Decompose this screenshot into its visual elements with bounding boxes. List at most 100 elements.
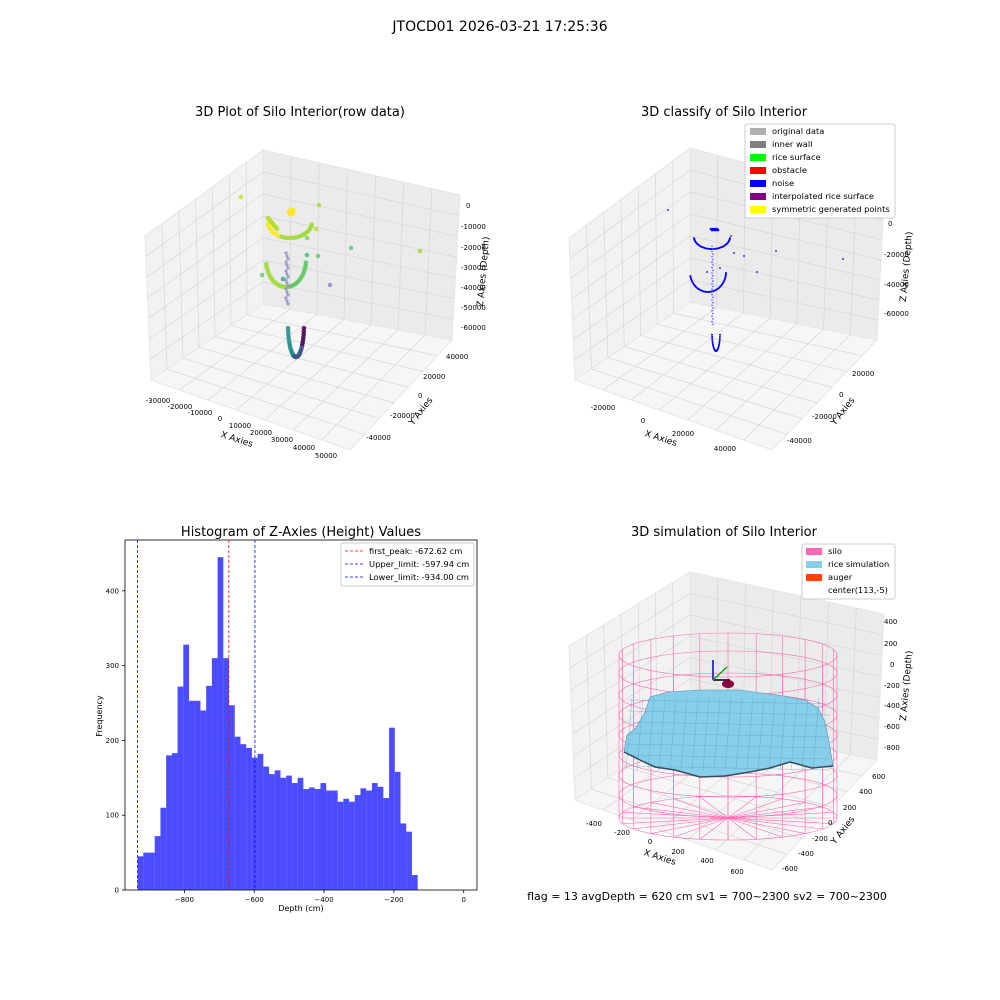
hist-legend: first_peak: -672.62 cm Upper_limit: -597.… xyxy=(340,542,475,587)
gridline-left-horiz xyxy=(572,657,691,735)
hist-bar xyxy=(200,710,207,890)
gridline-back-horiz xyxy=(262,193,458,237)
gridline-left-horiz xyxy=(571,635,691,713)
hist-bar xyxy=(291,783,298,890)
sim-ztick-5: -600 xyxy=(884,723,900,731)
sim-zlabel: Z Axies (Depth) xyxy=(899,650,915,721)
classify-legend-label: noise xyxy=(772,178,794,188)
gridline-back-vert xyxy=(370,175,376,325)
raw-point xyxy=(286,257,290,261)
gridline-left-vert xyxy=(245,162,248,315)
gridline-back-horiz xyxy=(689,593,884,636)
rice-mesh-line xyxy=(757,697,765,771)
panel-histogram: Histogram of Z-Axies (Height) Values −80… xyxy=(95,525,478,913)
silo-floor-spoke xyxy=(727,817,823,830)
gridline-left-vert xyxy=(655,173,658,325)
hist-bars xyxy=(137,557,418,890)
hist-bar xyxy=(269,774,275,890)
gridline-back-horiz xyxy=(262,281,454,320)
gridline-left-vert xyxy=(603,624,609,778)
raw-gridlines xyxy=(145,156,459,441)
panel-classify-3d: 3D classify of Silo Interior -20000 0 20… xyxy=(568,105,915,453)
gridline-back-horiz xyxy=(262,171,459,217)
classify-point xyxy=(711,245,713,247)
raw-point xyxy=(315,253,321,259)
raw-ztick-6: -60000 xyxy=(461,324,486,332)
raw-point xyxy=(259,272,265,278)
rice-mesh-line xyxy=(647,697,655,771)
classify-point xyxy=(711,277,713,280)
classify-point xyxy=(712,253,714,255)
gridline-back-vert xyxy=(397,182,405,330)
hist-vlines xyxy=(137,540,256,890)
sim-legend-label: rice simulation xyxy=(828,559,889,569)
hist-ytick-label: 100 xyxy=(106,812,119,820)
raw-point xyxy=(285,281,289,285)
classify-point xyxy=(711,255,713,258)
gridline-left-vert xyxy=(228,174,232,326)
raw-ztick-2: -20000 xyxy=(461,244,486,252)
sim-legend-label: silo xyxy=(828,546,842,556)
hist-bar xyxy=(331,790,338,890)
classify-point xyxy=(756,271,758,273)
gridline-left-vert xyxy=(585,225,592,369)
hist-bar xyxy=(343,798,350,890)
silo-floor-spoke xyxy=(673,798,729,819)
classify-xtick-0: -20000 xyxy=(591,404,616,412)
sim-xtick-4: 400 xyxy=(700,857,713,865)
classify-legend-label: obstacle xyxy=(772,165,807,175)
gridline-left-horiz xyxy=(571,213,691,300)
gridline-back-vert xyxy=(289,156,292,310)
silo-floor-spoke xyxy=(727,806,823,819)
sim-xtick-5: 600 xyxy=(730,868,743,876)
hist-bar xyxy=(251,757,258,890)
rice-mesh-line xyxy=(812,697,820,771)
raw-xtick-2: -10000 xyxy=(188,409,213,417)
raw-data-points xyxy=(238,194,423,360)
hist-bar xyxy=(286,775,292,890)
classify-legend-swatch xyxy=(750,128,766,135)
sim-ytick-6: 600 xyxy=(872,773,885,781)
silo-floor-spoke xyxy=(727,817,834,824)
classify-point xyxy=(711,299,713,301)
hist-bar xyxy=(394,771,401,890)
hist-ytick-label: 200 xyxy=(106,737,119,745)
hist-legend-box xyxy=(340,542,475,587)
hist-bar xyxy=(314,789,321,890)
raw-point xyxy=(284,269,288,273)
sim-ytick-0: -600 xyxy=(782,865,798,873)
hist-ytick-label: 400 xyxy=(106,587,119,595)
gridline-floor-a xyxy=(673,312,863,357)
sim-xtick-1: -200 xyxy=(614,829,630,837)
sim-ytick-2: -200 xyxy=(812,835,828,843)
panel-raw-title: 3D Plot of Silo Interior(row data) xyxy=(195,105,405,120)
rice-mesh-line xyxy=(627,765,831,771)
gridline-floor-b xyxy=(715,328,824,431)
classify-gridlines xyxy=(569,155,884,441)
raw-point xyxy=(238,194,244,200)
gridline-back-vert xyxy=(716,155,719,308)
hist-bar xyxy=(137,856,144,890)
classify-legend-swatch xyxy=(750,180,766,187)
classify-point xyxy=(693,237,696,240)
raw-ytick-4: 40000 xyxy=(446,353,468,361)
gridline-back-vert xyxy=(424,188,433,335)
raw-point xyxy=(274,226,280,232)
gridline-back-vert xyxy=(343,169,348,320)
sim-ytick-1: -400 xyxy=(798,850,814,858)
hist-legend-label: Upper_limit: -597.94 cm xyxy=(369,559,469,569)
hist-bar xyxy=(143,852,150,890)
rice-mesh-line xyxy=(627,732,831,738)
classify-point xyxy=(712,343,714,346)
classify-point xyxy=(711,288,713,291)
hist-bar xyxy=(354,795,361,890)
gridline-back-horiz xyxy=(262,237,456,279)
classify-point xyxy=(712,301,714,304)
gridline-back-vert xyxy=(849,607,857,755)
classify-ztick-0: 0 xyxy=(888,220,892,228)
hist-bar xyxy=(194,700,201,890)
classify-point xyxy=(718,336,721,338)
gridline-left-horiz xyxy=(572,235,691,320)
classify-point xyxy=(711,340,714,343)
